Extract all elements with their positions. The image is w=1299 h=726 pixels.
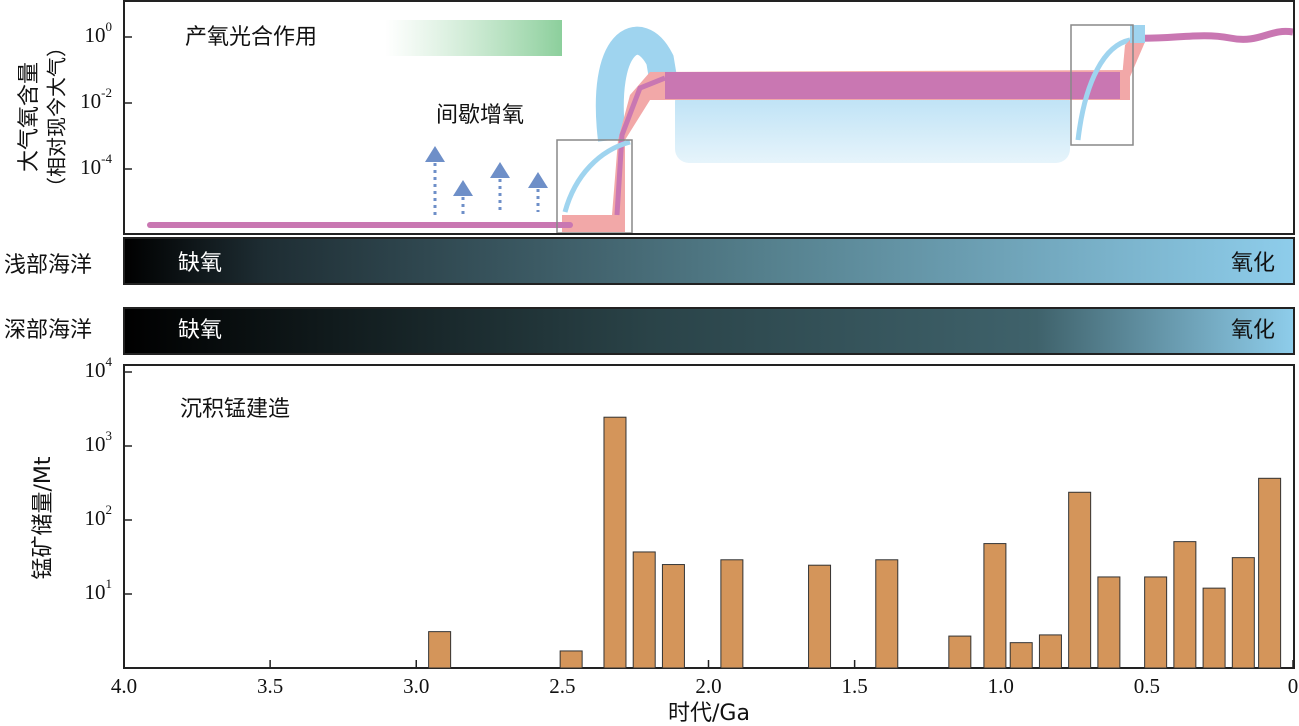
tick-base: 10: [85, 23, 106, 47]
bar: [1068, 491, 1092, 669]
annotation: 产氧光合作用: [185, 25, 317, 50]
bar: [948, 635, 972, 669]
tick-exponent: -4: [101, 151, 112, 166]
bar: [1097, 576, 1121, 669]
y-tick-label: 103: [85, 428, 113, 456]
y-tick-label: 102: [85, 502, 113, 530]
tick-base: 10: [85, 580, 106, 604]
ocean-label: 浅部海洋: [4, 253, 92, 278]
x-tick-label: 0.5: [1134, 674, 1160, 698]
y-tick-label: 104: [85, 354, 113, 382]
x-tick-label: 2.5: [549, 674, 575, 698]
chart-title: 沉积锰建造: [180, 397, 290, 422]
atmosphere-frame: [123, 0, 1295, 235]
bar: [1038, 634, 1062, 669]
tick-base: 10: [85, 358, 106, 382]
tick-base: 10: [80, 155, 101, 179]
bar: [1144, 576, 1168, 669]
tick-exponent: 1: [106, 576, 113, 591]
tick-base: 10: [85, 506, 106, 530]
x-tick-label: 3.5: [257, 674, 283, 698]
x-tick-label: 0: [1288, 674, 1299, 698]
tick-base: 10: [80, 89, 101, 113]
y-tick-label: 100: [85, 19, 113, 47]
tick-exponent: -2: [101, 85, 112, 100]
y-axis-label: （相对现今大气）: [45, 37, 69, 197]
tick-exponent: 4: [106, 354, 113, 369]
y-tick-label: 10-4: [80, 151, 112, 179]
y-axis-label: 大气氧含量: [17, 62, 42, 172]
x-tick-label: 2.0: [695, 674, 721, 698]
bar: [1173, 541, 1197, 669]
ocean-state: 缺氧: [178, 318, 222, 343]
x-tick-label: 3.0: [403, 674, 429, 698]
bar: [1258, 477, 1282, 669]
ocean-state: 氧化: [1231, 318, 1275, 343]
bar: [808, 564, 832, 669]
tick-exponent: 0: [106, 19, 113, 34]
bar: [632, 551, 656, 669]
ocean-state: 氧化: [1231, 251, 1275, 276]
bar: [1009, 642, 1033, 669]
x-axis-label: 时代/Ga: [668, 701, 750, 726]
bar: [875, 559, 899, 669]
tick-base: 10: [85, 432, 106, 456]
bar: [559, 650, 583, 669]
bar: [603, 416, 627, 669]
x-tick-label: 1.5: [842, 674, 868, 698]
ocean-label: 深部海洋: [4, 318, 92, 343]
ocean-band: [123, 237, 1295, 285]
ocean-band: [123, 307, 1295, 355]
bar: [1231, 557, 1255, 669]
x-tick-label: 4.0: [111, 674, 137, 698]
bar: [720, 559, 744, 669]
bar: [428, 631, 452, 669]
y-tick-label: 10-2: [80, 85, 112, 113]
tick-exponent: 2: [106, 502, 113, 517]
annotation: 间歇增氧: [436, 103, 524, 128]
bar: [661, 564, 685, 669]
ocean-state: 缺氧: [178, 251, 222, 276]
y-tick-label: 101: [85, 576, 113, 604]
bar: [983, 543, 1007, 669]
oxygen-schematic: [147, 20, 1294, 234]
bar: [1202, 587, 1226, 669]
tick-exponent: 3: [106, 428, 113, 443]
x-tick-label: 1.0: [988, 674, 1014, 698]
y-axis-label: 锰矿储量/Mt: [31, 456, 56, 579]
